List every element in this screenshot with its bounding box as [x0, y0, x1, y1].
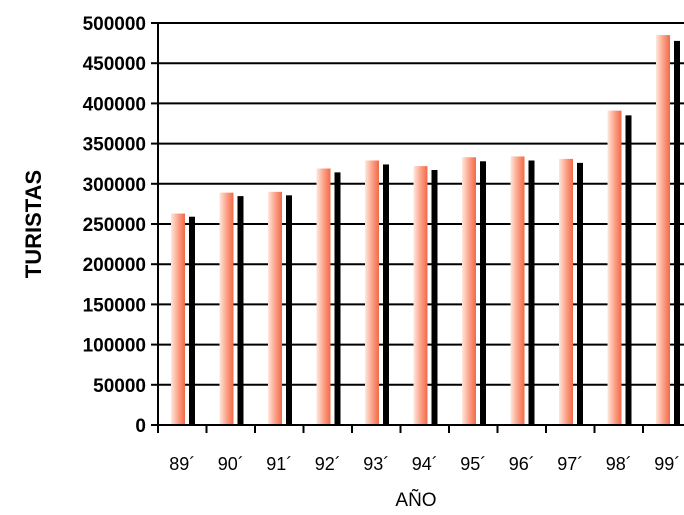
x-tick-label: 89´ [169, 454, 195, 474]
bar [510, 156, 525, 426]
x-tick-label: 99´ [654, 454, 680, 474]
bar-shadow [383, 164, 389, 426]
y-tick-label: 400000 [83, 94, 146, 115]
bar-shadow [334, 172, 341, 425]
x-tick-labels: 89´ 90´ 91´ 92´ 93´ 94´ 95´ 96´ 97´ 98´ 99´ [169, 454, 680, 474]
bar [268, 191, 282, 425]
y-tick-label: 500000 [83, 14, 146, 35]
bar [219, 192, 234, 425]
y-tick-label: 0 [135, 416, 146, 437]
y-tick-label: 300000 [83, 175, 146, 196]
bar [365, 160, 379, 425]
bar-shadow [528, 160, 535, 425]
y-tick-labels: 0 50000 100000 150000 200000 250000 300000 3500… [83, 14, 146, 437]
x-tick-label: 93´ [363, 454, 389, 474]
bar [316, 168, 331, 426]
x-axis-label: AÑO [395, 489, 436, 511]
bar-shadow [237, 196, 244, 425]
bars [171, 35, 670, 426]
x-tick-label: 92´ [315, 454, 341, 474]
bar [171, 213, 185, 425]
bar-shadow [625, 115, 632, 425]
bar-shadow [480, 161, 486, 425]
x-tick-label: 97´ [557, 454, 583, 474]
bar [413, 166, 428, 425]
x-tick-label: 91´ [266, 454, 292, 474]
bar-shadows [189, 40, 680, 426]
bar-shadow [189, 216, 195, 425]
x-tick-label: 95´ [460, 454, 486, 474]
x-tick-label: 94´ [412, 454, 438, 474]
bar-shadow [431, 169, 438, 425]
bar-shadow [286, 195, 292, 425]
bar [656, 35, 670, 426]
bar-shadow [577, 162, 583, 425]
axes [157, 23, 684, 433]
x-tick-label: 90´ [218, 454, 244, 474]
x-tick-label: 98´ [606, 454, 632, 474]
y-tick-label: 350000 [83, 135, 146, 156]
bar [559, 158, 573, 425]
y-tick-label: 50000 [93, 376, 146, 397]
bar [607, 110, 622, 426]
y-tick-label: 450000 [83, 54, 146, 75]
bar [462, 157, 476, 425]
x-tick-label: 96´ [509, 454, 535, 474]
y-tick-label: 250000 [83, 215, 146, 236]
y-tick-label: 200000 [83, 255, 146, 276]
y-axis-label: TURISTAS [21, 170, 46, 278]
y-tick-label: 100000 [83, 336, 146, 357]
bar-shadow [674, 40, 680, 426]
y-tick-label: 150000 [83, 295, 146, 316]
